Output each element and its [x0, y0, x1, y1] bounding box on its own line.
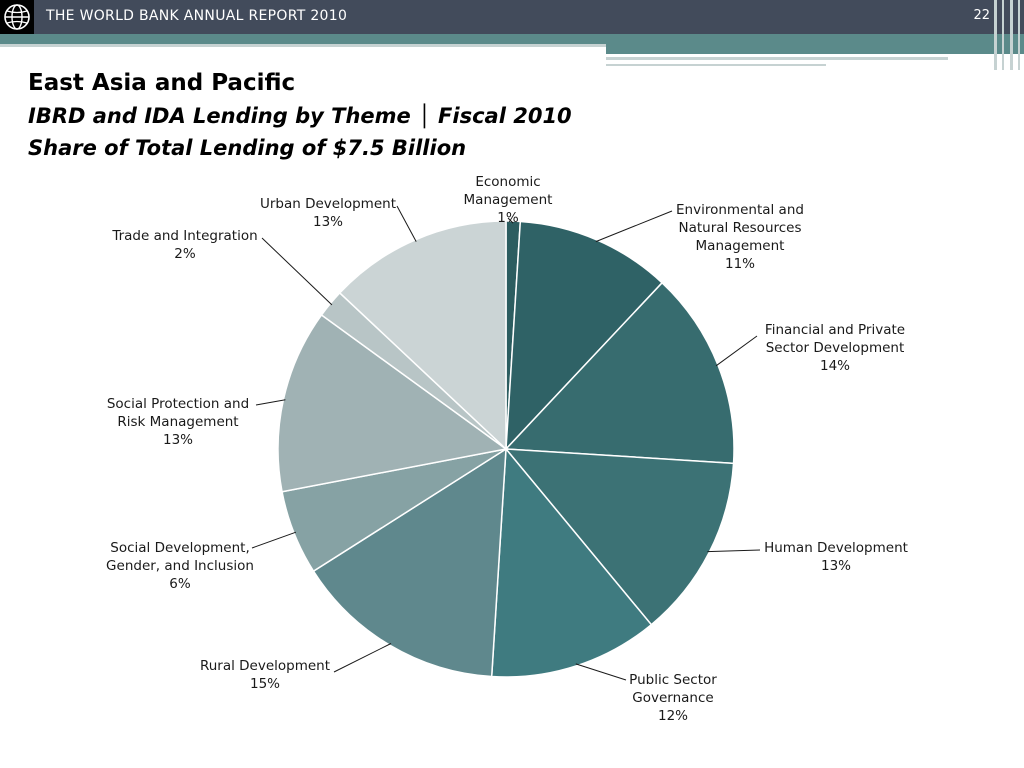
slice-percent: 6% [169, 576, 191, 592]
slice-name: Management [464, 192, 553, 208]
leader-line [251, 531, 297, 549]
pie-slice [505, 220, 664, 452]
slice-name: Risk Management [117, 414, 238, 430]
slice-name: Trade and Integration [111, 228, 257, 244]
slice-label: Urban Development 13% [260, 196, 396, 230]
slice-percent: 14% [820, 358, 850, 374]
header-light-line-2 [606, 64, 826, 66]
slice-label: Public Sector Governance 12% [629, 672, 717, 724]
slice-label: Human Development 13% [764, 540, 908, 574]
slice-name: Governance [632, 690, 713, 706]
slice-label: Social Development, Gender, and Inclusion… [106, 540, 254, 592]
slice-percent: 13% [313, 214, 343, 230]
slice-name: Human Development [764, 540, 908, 556]
slice-label: Trade and Integration 2% [111, 228, 257, 262]
chart-subtitle: IBRD and IDA Lending by Theme │ Fiscal 2… [28, 104, 572, 128]
slice-name: Gender, and Inclusion [106, 558, 254, 574]
header-vertical-bar [994, 0, 997, 70]
leader-line [255, 399, 286, 406]
leader-line [333, 643, 392, 673]
slice-label: Environmental and Natural Resources Manage… [676, 202, 804, 272]
leader-line [595, 210, 673, 243]
header-bar [0, 0, 1024, 34]
pie-slice [312, 447, 507, 678]
page-title: East Asia and Pacific [28, 70, 296, 96]
slice-percent: 15% [250, 676, 280, 692]
slice-name: Sector Development [766, 340, 905, 356]
report-title: THE WORLD BANK ANNUAL REPORT 2010 [46, 8, 348, 24]
slice-percent: 2% [174, 246, 196, 262]
slice-name: Public Sector [629, 672, 717, 688]
slice-name: Natural Resources [678, 220, 801, 236]
slice-name: Economic [475, 174, 540, 190]
leader-line [507, 217, 514, 224]
header-teal-stripe [0, 34, 1024, 44]
slice-label: Rural Development 15% [200, 658, 330, 692]
slice-name: Financial and Private [765, 322, 905, 338]
header-vertical-bar [1002, 0, 1004, 70]
slice-name: Social Protection and [107, 396, 249, 412]
chart-subtitle-total: Share of Total Lending of $7.5 Billion [28, 136, 467, 160]
slice-name: Social Development, [110, 540, 250, 556]
pie-slice [504, 448, 735, 626]
world-bank-globe-icon [0, 0, 34, 34]
leader-line [396, 205, 417, 242]
header-vertical-bar [1010, 0, 1013, 70]
slice-percent: 12% [658, 708, 688, 724]
slice-percent: 13% [163, 432, 193, 448]
slice-name: Environmental and [676, 202, 804, 218]
pie-slice [490, 447, 653, 678]
leader-line [575, 663, 627, 681]
leader-line [261, 237, 333, 306]
page-number: 22 [973, 8, 990, 23]
pie-slice [504, 281, 735, 465]
slice-percent: 1% [497, 210, 519, 226]
slice-label: Financial and Private Sector Development 1… [765, 322, 905, 374]
slice-percent: 11% [725, 256, 755, 272]
pie-slice [277, 313, 508, 493]
slice-label: Social Protection and Risk Management 13% [107, 396, 249, 448]
header-light-stripe [0, 44, 606, 47]
header-light-line-1 [606, 57, 948, 60]
slice-name: Rural Development [200, 658, 330, 674]
leader-line [707, 549, 761, 553]
slice-label: Economic Management 1% [464, 174, 553, 226]
slice-name: Management [696, 238, 785, 254]
header-teal-stripe-right [606, 44, 1024, 54]
leader-line [715, 335, 758, 367]
slice-name: Urban Development [260, 196, 396, 212]
slice-percent: 13% [821, 558, 851, 574]
header-vertical-bar [1018, 0, 1020, 70]
